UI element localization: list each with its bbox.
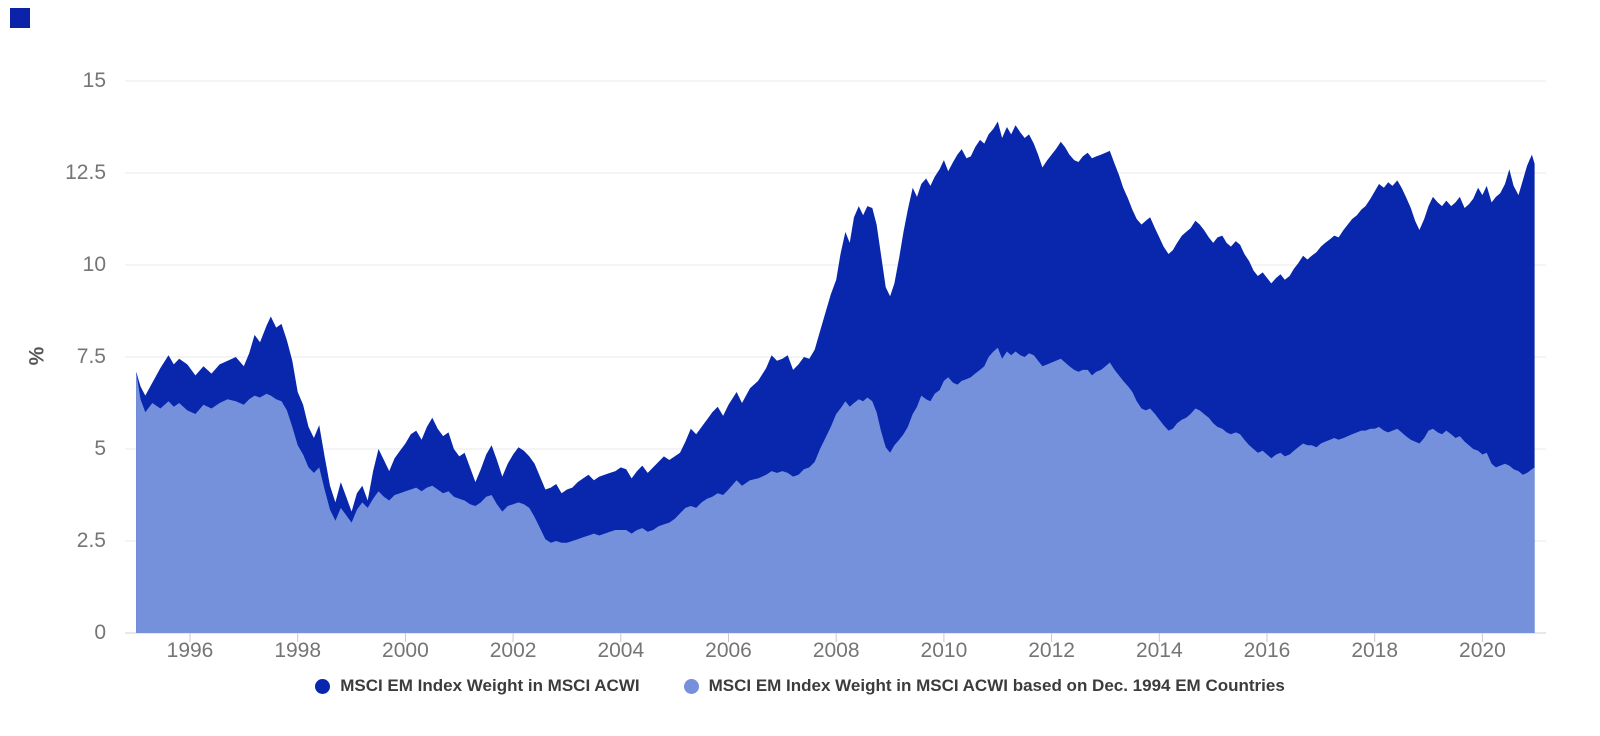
y-axis-title: %	[25, 346, 49, 366]
legend-item-em-weight-1994-countries[interactable]: MSCI EM Index Weight in MSCI ACWI based …	[683, 676, 1285, 696]
legend-dot-dark-icon	[315, 678, 331, 694]
legend-dot-light-icon	[683, 678, 699, 694]
series-area-em-weight-1994-countries[interactable]	[136, 347, 1535, 633]
legend-label: MSCI EM Index Weight in MSCI ACWI based …	[708, 676, 1285, 695]
legend: MSCI EM Index Weight in MSCI ACWI MSCI E…	[0, 676, 1600, 696]
legend-label: MSCI EM Index Weight in MSCI ACWI	[340, 676, 640, 695]
legend-item-em-weight[interactable]: MSCI EM Index Weight in MSCI ACWI	[315, 676, 640, 696]
brand-logo-square	[10, 8, 30, 28]
